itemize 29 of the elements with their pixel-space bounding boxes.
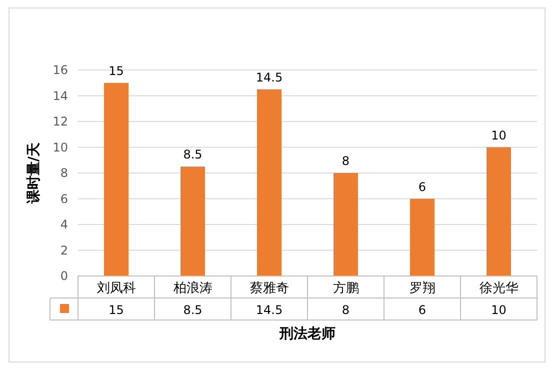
y-tick-label: 2 xyxy=(60,243,68,258)
text: 14.5 xyxy=(256,303,283,317)
text: 15 xyxy=(108,303,124,317)
data-label: 14.5 xyxy=(256,70,283,84)
y-tick-label: 12 xyxy=(52,114,68,128)
y-tick-label: 8 xyxy=(60,166,68,180)
y-axis-title: 课时量/天 xyxy=(26,141,42,205)
y-tick-label: 14 xyxy=(52,88,68,103)
x-tick-label: 蔡雅奇 xyxy=(250,281,289,296)
data-label: 10 xyxy=(491,128,506,142)
data-label: 8.5 xyxy=(183,148,202,162)
text: 8 xyxy=(342,303,350,317)
text: 8.5 xyxy=(183,303,202,317)
x-tick-label: 刘凤科 xyxy=(96,281,136,296)
x-tick-label: 罗翔 xyxy=(409,281,436,296)
y-tick-label: 10 xyxy=(52,140,68,154)
x-tick-label: 柏浪涛 xyxy=(172,280,212,296)
text: 10 xyxy=(491,303,506,317)
data-label: 8 xyxy=(342,154,350,168)
data-label: 6 xyxy=(418,180,426,194)
text: 6 xyxy=(418,303,426,317)
data-label: 15 xyxy=(108,64,124,78)
x-tick-label: 徐光华 xyxy=(479,281,518,296)
x-tick-label: 方鹏 xyxy=(332,280,359,296)
y-tick-label: 16 xyxy=(52,63,68,77)
y-tick-label: 0 xyxy=(60,269,68,283)
x-axis-title: 刑法老师 xyxy=(278,326,336,342)
y-tick-label: 4 xyxy=(60,218,68,232)
y-tick-label: 6 xyxy=(60,192,68,206)
